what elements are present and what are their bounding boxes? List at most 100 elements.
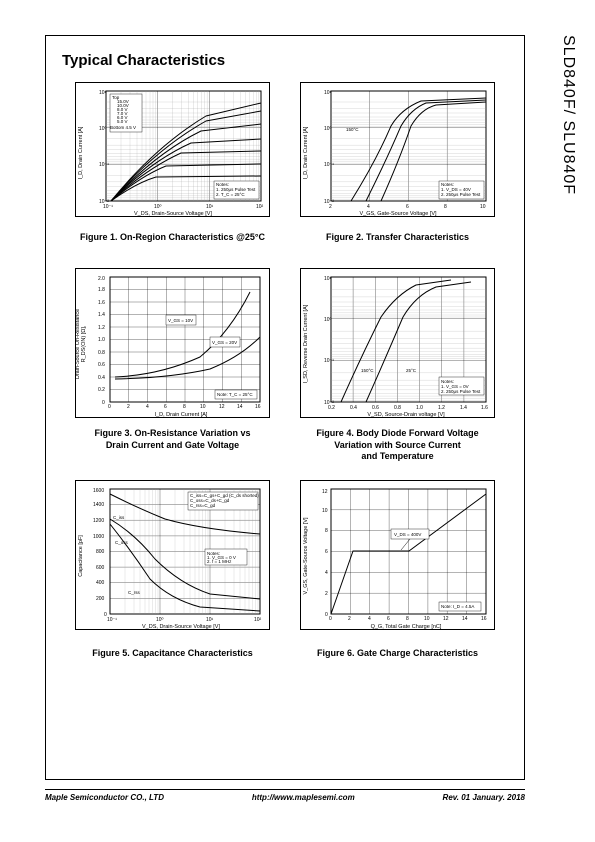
svg-text:C_rss=C_gd: C_rss=C_gd	[190, 503, 216, 508]
svg-text:V_DS, Drain-Source Voltage [V]: V_DS, Drain-Source Voltage [V]	[142, 624, 220, 630]
svg-text:2: 2	[329, 204, 332, 210]
svg-text:2: 2	[325, 591, 328, 597]
part-number: SLD840F/ SLU840F	[559, 35, 577, 195]
svg-text:V_SD, Source-Drain voltage [V]: V_SD, Source-Drain voltage [V]	[367, 412, 445, 418]
svg-text:V_GS, Gate-Source Voltage [V]: V_GS, Gate-Source Voltage [V]	[303, 517, 309, 595]
svg-text:8: 8	[444, 204, 447, 210]
svg-text:0.8: 0.8	[394, 405, 401, 411]
svg-text:Capacitance [pF]: Capacitance [pF]	[78, 535, 84, 577]
svg-text:2. f = 1 MHz: 2. f = 1 MHz	[207, 559, 232, 564]
svg-text:0: 0	[325, 612, 328, 618]
figure-4-caption: Figure 4. Body Diode Forward Voltage Var…	[300, 428, 495, 463]
svg-text:10²: 10²	[254, 617, 262, 623]
svg-text:800: 800	[96, 549, 105, 555]
figure-1: Top 15.0V 10.0V 8.0 V 7.0 V 6.0 V 5.0 V …	[75, 82, 270, 217]
svg-text:0.4: 0.4	[98, 375, 105, 381]
svg-text:10: 10	[424, 616, 430, 622]
svg-text:Note: I_D = 4.5A: Note: I_D = 4.5A	[441, 604, 474, 609]
svg-text:R_DS(ON) [Ω],: R_DS(ON) [Ω],	[81, 325, 87, 362]
svg-text:16: 16	[481, 616, 487, 622]
svg-text:10⁰: 10⁰	[324, 126, 332, 132]
svg-text:10⁻¹: 10⁻¹	[99, 162, 109, 168]
svg-text:12: 12	[219, 404, 225, 410]
svg-text:10⁻¹: 10⁻¹	[107, 617, 117, 623]
svg-text:10⁰: 10⁰	[154, 204, 162, 210]
svg-text:14: 14	[462, 616, 468, 622]
svg-text:10: 10	[322, 508, 328, 514]
svg-text:10⁻¹: 10⁻¹	[324, 162, 334, 168]
page-footer: Maple Semiconductor CO., LTD http://www.…	[45, 789, 525, 802]
svg-text:8: 8	[325, 528, 328, 534]
svg-text:0: 0	[329, 616, 332, 622]
svg-text:0.6: 0.6	[372, 405, 379, 411]
svg-text:10¹: 10¹	[99, 90, 107, 96]
svg-text:4: 4	[325, 570, 328, 576]
footer-url: http://www.maplesemi.com	[252, 793, 355, 802]
svg-text:5.0 V: 5.0 V	[117, 119, 128, 124]
svg-text:1.4: 1.4	[98, 312, 105, 318]
svg-text:10⁰: 10⁰	[156, 617, 164, 623]
svg-text:Drain-Source On-Resistance: Drain-Source On-Resistance	[76, 309, 81, 379]
svg-text:C_rss: C_rss	[128, 590, 141, 595]
svg-text:I_D, Drain Current [A]: I_D, Drain Current [A]	[78, 126, 84, 179]
svg-text:2: 2	[348, 616, 351, 622]
svg-text:1.4: 1.4	[460, 405, 467, 411]
svg-text:10⁰: 10⁰	[99, 126, 107, 132]
svg-text:6: 6	[325, 549, 328, 555]
figure-1-caption: Figure 1. On-Region Characteristics @25°…	[75, 232, 270, 244]
figure-4: 150°C 25°C Notes: 1. V_GS = 0V 2. 250μs …	[300, 268, 495, 418]
svg-text:12: 12	[443, 616, 449, 622]
svg-text:1.2: 1.2	[438, 405, 445, 411]
svg-text:10²: 10²	[256, 204, 264, 210]
svg-text:1.0: 1.0	[416, 405, 423, 411]
svg-text:1000: 1000	[93, 534, 104, 540]
figure-3-caption: Figure 3. On-Resistance Variation vs Dra…	[75, 428, 270, 451]
svg-text:V_GS = 20V: V_GS = 20V	[212, 340, 237, 345]
svg-text:0: 0	[102, 400, 105, 406]
svg-text:I_D, Drain Current [A]: I_D, Drain Current [A]	[155, 412, 208, 418]
svg-text:0.6: 0.6	[98, 362, 105, 368]
figure-2: 150°C Notes: 1. V_DS = 40V 2. 250μs Puls…	[300, 82, 495, 217]
svg-text:1600: 1600	[93, 488, 104, 494]
svg-text:150°C: 150°C	[346, 127, 359, 132]
svg-text:10¹: 10¹	[324, 276, 332, 282]
svg-text:4: 4	[368, 616, 371, 622]
svg-text:V_DS = 400V: V_DS = 400V	[394, 532, 421, 537]
figure-5: C_iss C_oss C_rss C_iss=C_gs+C_gd (C_ds …	[75, 480, 270, 630]
svg-text:10¹: 10¹	[206, 617, 214, 623]
svg-text:1.2: 1.2	[98, 325, 105, 331]
svg-text:1400: 1400	[93, 502, 104, 508]
svg-text:400: 400	[96, 580, 105, 586]
svg-text:8: 8	[406, 616, 409, 622]
svg-text:1.6: 1.6	[481, 405, 488, 411]
svg-text:2.0: 2.0	[98, 276, 105, 282]
figure-2-caption: Figure 2. Transfer Characteristics	[300, 232, 495, 244]
svg-text:C_iss: C_iss	[113, 515, 125, 520]
svg-text:V_GS = 10V: V_GS = 10V	[168, 318, 193, 323]
footer-company: Maple Semiconductor CO., LTD	[45, 793, 164, 802]
svg-text:0.2: 0.2	[328, 405, 335, 411]
svg-text:6: 6	[164, 404, 167, 410]
svg-text:200: 200	[96, 596, 105, 602]
svg-text:Bottom 4.5 V: Bottom 4.5 V	[110, 125, 136, 130]
svg-text:V_DS, Drain-Source Voltage [V]: V_DS, Drain-Source Voltage [V]	[134, 211, 212, 217]
svg-text:6: 6	[406, 204, 409, 210]
svg-text:8: 8	[183, 404, 186, 410]
svg-text:10: 10	[200, 404, 206, 410]
svg-text:10¹: 10¹	[206, 204, 214, 210]
footer-rev: Rev. 01 January. 2018	[443, 793, 525, 802]
svg-text:1.6: 1.6	[98, 300, 105, 306]
svg-text:2. 250μs Pulse Test: 2. 250μs Pulse Test	[441, 389, 481, 394]
svg-text:0.8: 0.8	[98, 350, 105, 356]
svg-text:Q_G, Total Gate Charge [nC]: Q_G, Total Gate Charge [nC]	[371, 624, 442, 630]
figure-6-caption: Figure 6. Gate Charge Characteristics	[300, 648, 495, 660]
figure-3: V_GS = 10V V_GS = 20V Note: T_C = 25°C 0…	[75, 268, 270, 418]
svg-text:1200: 1200	[93, 518, 104, 524]
svg-text:10¹: 10¹	[324, 90, 332, 96]
svg-text:C_oss: C_oss	[115, 540, 129, 545]
svg-text:4: 4	[146, 404, 149, 410]
svg-text:1.8: 1.8	[98, 287, 105, 293]
svg-text:6: 6	[387, 616, 390, 622]
svg-text:2. T_C = 25°C: 2. T_C = 25°C	[216, 192, 245, 197]
svg-text:0.4: 0.4	[350, 405, 357, 411]
